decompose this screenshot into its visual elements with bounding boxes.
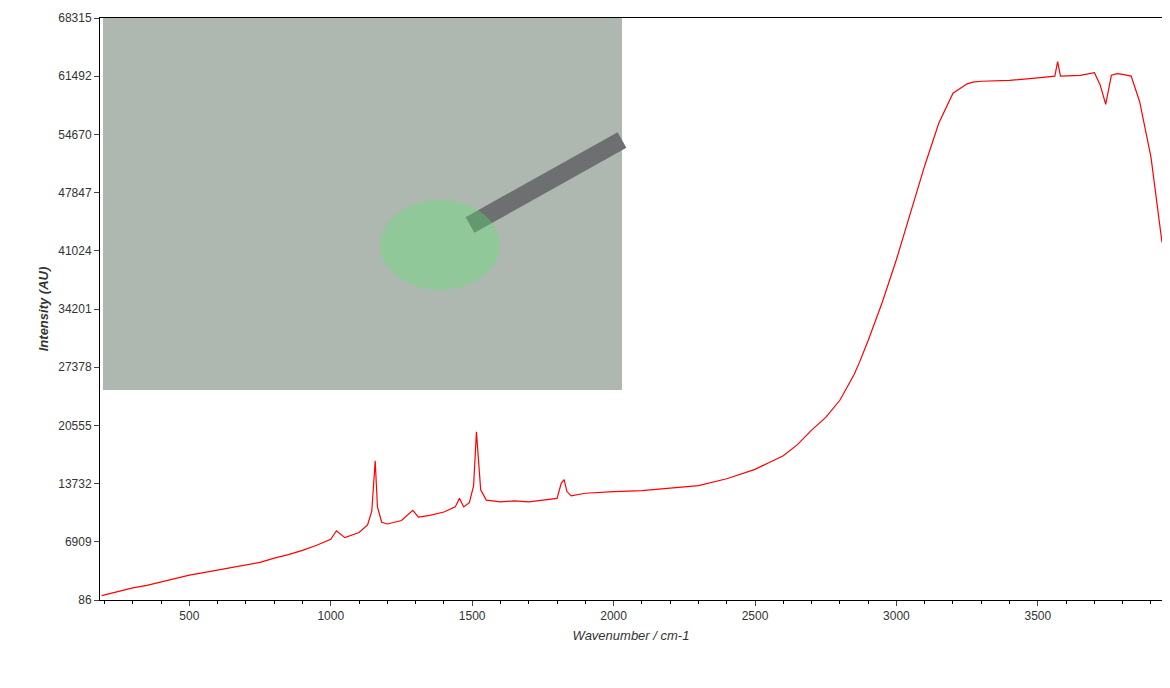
svg-text:61492: 61492 bbox=[58, 69, 92, 83]
svg-text:500: 500 bbox=[179, 609, 199, 623]
svg-text:3000: 3000 bbox=[883, 609, 910, 623]
svg-text:54670: 54670 bbox=[58, 128, 92, 142]
svg-text:20555: 20555 bbox=[58, 419, 92, 433]
svg-text:41024: 41024 bbox=[58, 244, 92, 258]
svg-text:6909: 6909 bbox=[65, 535, 92, 549]
svg-text:2000: 2000 bbox=[600, 609, 627, 623]
svg-text:2500: 2500 bbox=[742, 609, 769, 623]
svg-text:3500: 3500 bbox=[1024, 609, 1051, 623]
svg-text:1500: 1500 bbox=[459, 609, 486, 623]
svg-text:68315: 68315 bbox=[58, 11, 92, 25]
svg-text:Wavenumber / cm-1: Wavenumber / cm-1 bbox=[573, 628, 690, 643]
svg-text:13732: 13732 bbox=[58, 477, 92, 491]
svg-text:1000: 1000 bbox=[317, 609, 344, 623]
svg-text:47847: 47847 bbox=[58, 186, 92, 200]
svg-text:27378: 27378 bbox=[58, 360, 92, 374]
svg-text:Intensity (AU): Intensity (AU) bbox=[36, 267, 51, 352]
svg-text:34201: 34201 bbox=[58, 302, 92, 316]
svg-text:86: 86 bbox=[78, 593, 92, 607]
